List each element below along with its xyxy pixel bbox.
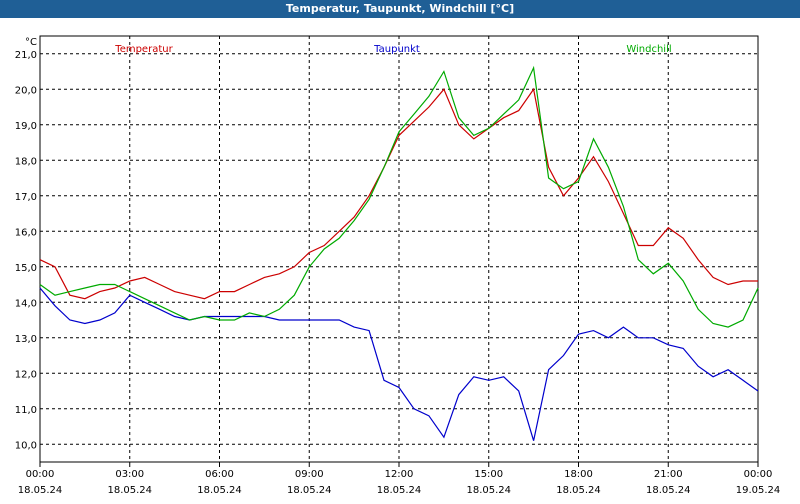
x-tick-time-label: 15:00 xyxy=(474,469,503,480)
x-tick-date-label: 18.05.24 xyxy=(287,485,332,496)
x-tick-date-label: 18.05.24 xyxy=(377,485,422,496)
x-tick-date-label: 19.05.24 xyxy=(736,485,781,496)
x-tick-date-label: 18.05.24 xyxy=(197,485,242,496)
series-line-temperatur xyxy=(39,87,758,300)
y-axis-unit-label: °C xyxy=(25,37,37,48)
x-tick-date-label: 18.05.24 xyxy=(107,485,152,496)
y-tick-label: 17,0 xyxy=(15,192,37,203)
x-tick-time-label: 06:00 xyxy=(205,469,234,480)
y-tick-label: 12,0 xyxy=(15,369,37,380)
y-tick-label: 15,0 xyxy=(15,263,37,274)
legend-entry-temperatur: Temperatur xyxy=(114,44,173,55)
y-tick-label: 11,0 xyxy=(15,405,37,416)
y-tick-label: 14,0 xyxy=(15,298,37,309)
y-tick-label: 21,0 xyxy=(15,50,37,61)
x-tick-time-label: 21:00 xyxy=(654,469,683,480)
y-tick-label: 19,0 xyxy=(15,121,37,132)
legend-entry-windchill: Windchill xyxy=(626,44,671,55)
y-tick-label: 13,0 xyxy=(15,334,37,345)
x-tick-date-label: 18.05.24 xyxy=(466,485,511,496)
x-tick-time-label: 18:00 xyxy=(564,469,593,480)
chart-title: Temperatur, Taupunkt, Windchill [°C] xyxy=(0,0,800,18)
y-tick-label: 18,0 xyxy=(15,156,37,167)
x-tick-date-label: 18.05.24 xyxy=(556,485,601,496)
x-tick-date-label: 18.05.24 xyxy=(646,485,691,496)
series-line-windchill xyxy=(39,65,759,328)
x-tick-time-label: 12:00 xyxy=(385,469,414,480)
x-tick-time-label: 00:00 xyxy=(744,469,773,480)
x-tick-time-label: 00:00 xyxy=(26,469,55,480)
chart-svg: 10,0 11,0 12,0 13,0 14,0 15,0 16,0 17,0 18,0 19,0… xyxy=(15,35,781,496)
x-tick-time-label: 09:00 xyxy=(295,469,324,480)
legend-entry-taupunkt: Taupunkt xyxy=(373,44,420,55)
x-tick-date-label: 18.05.24 xyxy=(18,485,63,496)
y-tick-label: 10,0 xyxy=(15,440,37,451)
series-line-taupunkt xyxy=(39,287,759,441)
y-tick-label: 20,0 xyxy=(15,85,37,96)
y-tick-label: 16,0 xyxy=(15,227,37,238)
plot-area-wrapper: 10,0 11,0 12,0 13,0 14,0 15,0 16,0 17,0 18,0 19,0… xyxy=(0,18,800,500)
x-tick-time-label: 03:00 xyxy=(115,469,144,480)
